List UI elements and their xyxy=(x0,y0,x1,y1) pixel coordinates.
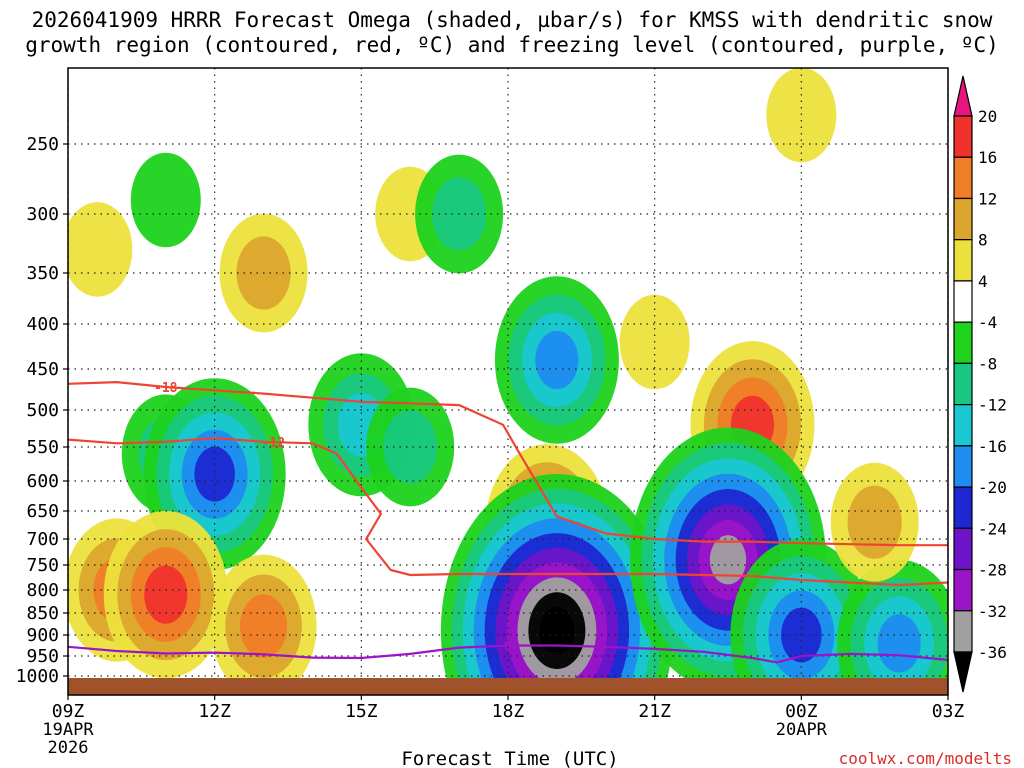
colorbar-bin xyxy=(953,280,973,323)
y-tick-label: 350 xyxy=(26,263,59,284)
omega-contour-band xyxy=(539,607,575,655)
colorbar-label: -12 xyxy=(978,396,1007,415)
omega-cell xyxy=(830,462,919,582)
colorbar-label: 20 xyxy=(978,107,997,126)
ground-surface xyxy=(68,678,948,695)
colorbar-bin xyxy=(953,115,973,158)
colorbar-label: 4 xyxy=(978,272,988,291)
chart-title-line1: 2026041909 HRRR Forecast Omega (shaded, … xyxy=(31,8,993,32)
isoline-series xyxy=(68,644,948,664)
omega-contour-band xyxy=(194,446,235,502)
omega-contour-band xyxy=(877,614,921,673)
colorbar-bin xyxy=(953,527,973,571)
omega-contour-band xyxy=(847,485,902,559)
colorbar-label: 16 xyxy=(978,148,997,167)
y-tick-label: 300 xyxy=(26,204,59,225)
colorbar-bin xyxy=(953,239,973,282)
omega-cell xyxy=(494,276,619,444)
colorbar: 20 16 12 8 4 -4 -8 -12 -16 -20 -24 -28 -32 -36 xyxy=(953,75,1007,693)
y-tick-label: 250 xyxy=(26,134,59,155)
y-tick-label: 850 xyxy=(26,603,59,624)
y-tick-label: 950 xyxy=(26,646,59,667)
isoline-label: 0 xyxy=(504,640,512,655)
isoline-series xyxy=(68,380,948,547)
y-tick-label: 550 xyxy=(26,437,59,458)
colorbar-bin xyxy=(953,404,973,447)
isoline-label: -18 xyxy=(154,381,178,396)
colorbar-label: -36 xyxy=(978,643,1007,662)
colorbar-bin xyxy=(953,486,973,529)
colorbar-label: -28 xyxy=(978,561,1007,580)
colorbar-label: -4 xyxy=(978,313,997,332)
x-tick-label: 21Z xyxy=(638,701,671,722)
isoline-label: -12 xyxy=(262,436,285,451)
omega-cell xyxy=(130,152,201,248)
credit-text: coolwx.com/modelts xyxy=(839,749,1012,768)
x-tick-year: 2026 xyxy=(48,738,89,758)
colorbar-label: -24 xyxy=(978,519,1007,538)
x-tick-label: 12Z xyxy=(198,701,231,722)
y-tick-label: 400 xyxy=(26,314,59,335)
x-tick-label: 09Z xyxy=(52,701,85,722)
x-tick-date: 19APR xyxy=(42,720,94,740)
omega-cell xyxy=(366,387,455,507)
colorbar-arrow-bottom xyxy=(953,651,973,693)
colorbar-bin xyxy=(953,610,973,653)
omega-contour-band xyxy=(68,202,133,297)
x-tick-date: 20APR xyxy=(776,720,828,740)
omega-contour-band xyxy=(383,410,438,484)
x-axis-label: Forecast Time (UTC) xyxy=(401,748,618,768)
omega-cell xyxy=(837,559,948,695)
x-tick-label: 00Z xyxy=(785,701,818,722)
y-tick-label: 450 xyxy=(26,359,59,380)
omega-cell xyxy=(103,510,228,679)
y-tick-label: 900 xyxy=(26,625,59,646)
omega-contour-band xyxy=(239,594,288,658)
colorbar-label: 8 xyxy=(978,231,988,250)
y-tick-label: 650 xyxy=(26,501,59,522)
isoline-series xyxy=(68,436,948,587)
omega-contour-band xyxy=(130,152,201,248)
colorbar-bin xyxy=(953,445,973,488)
omega-contour-band xyxy=(144,565,188,624)
x-tick-label: 18Z xyxy=(492,701,525,722)
colorbar-bin xyxy=(953,156,973,200)
x-tick-label: 03Z xyxy=(932,701,965,722)
y-tick-label: 600 xyxy=(26,471,59,492)
omega-contour-band xyxy=(766,68,837,163)
colorbar-label: -20 xyxy=(978,478,1007,497)
colorbar-label: 12 xyxy=(978,189,997,208)
y-tick-label: 800 xyxy=(26,580,59,601)
colorbar-bin xyxy=(953,362,973,406)
omega-cell xyxy=(440,474,673,695)
colorbar-label: -8 xyxy=(978,354,997,373)
omega-cell xyxy=(68,202,133,297)
chart-title-line2: growth region (contoured, red, ºC) and f… xyxy=(25,33,999,57)
colorbar-label: -32 xyxy=(978,602,1007,621)
colorbar-arrow-top xyxy=(953,75,973,117)
omega-contour-band xyxy=(535,330,579,390)
y-tick-label: 750 xyxy=(26,555,59,576)
colorbar-bin xyxy=(953,197,973,241)
pressure-axis: 2503003504004505005506006507007508008509… xyxy=(16,134,68,687)
omega-contour-band xyxy=(709,535,747,585)
colorbar-bin xyxy=(953,321,973,364)
colorbar-label: -16 xyxy=(978,437,1007,456)
y-tick-label: 1000 xyxy=(16,666,59,687)
omega-cell xyxy=(766,68,837,163)
temperature-contours: -18 -12 0 xyxy=(68,380,948,664)
y-tick-label: 700 xyxy=(26,529,59,550)
y-tick-label: 500 xyxy=(26,400,59,421)
colorbar-bin xyxy=(953,568,973,612)
x-tick-label: 15Z xyxy=(345,701,378,722)
